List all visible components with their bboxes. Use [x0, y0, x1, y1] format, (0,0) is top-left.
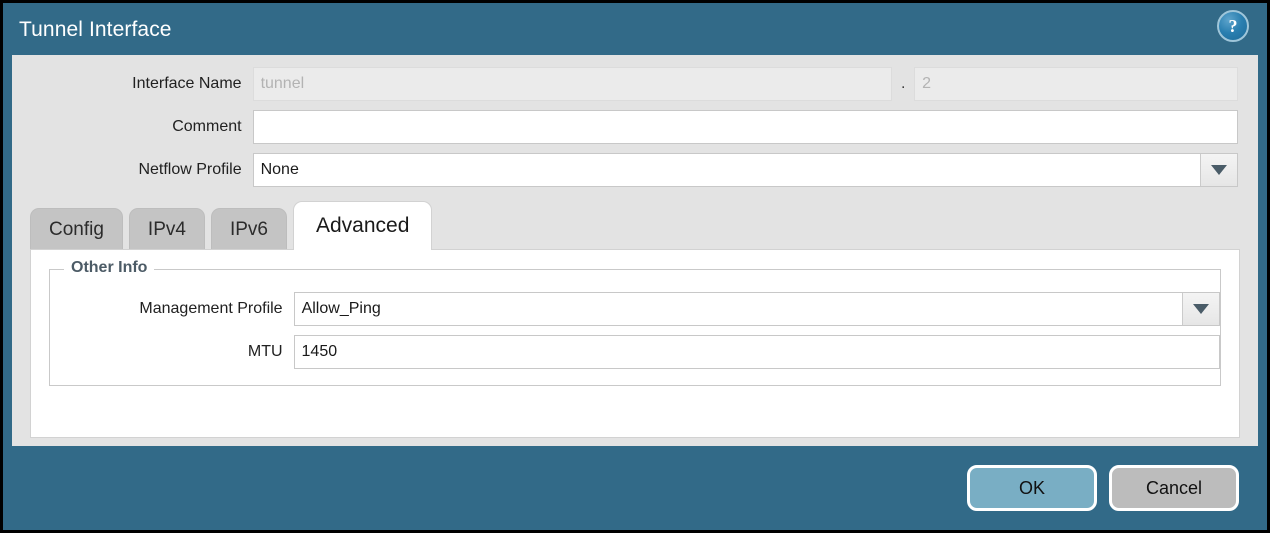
netflow-profile-label: Netflow Profile	[138, 161, 242, 178]
comment-input[interactable]	[252, 110, 1238, 144]
row-comment: Comment	[32, 110, 1238, 144]
management-profile-select[interactable]: Allow_Ping	[293, 292, 1220, 326]
management-profile-label: Management Profile	[139, 300, 283, 317]
dialog-title: Tunnel Interface	[19, 17, 172, 41]
netflow-profile-select[interactable]: None	[252, 153, 1238, 187]
top-form: Interface Name . Comment Netflow Profile…	[12, 55, 1258, 187]
mtu-label: MTU	[247, 343, 283, 360]
ok-button[interactable]: OK	[967, 465, 1097, 511]
chevron-down-icon[interactable]	[1182, 293, 1219, 325]
comment-label: Comment	[172, 118, 242, 135]
interface-name-input	[252, 67, 893, 101]
row-mtu: MTU	[50, 335, 1220, 369]
chevron-down-icon[interactable]	[1200, 154, 1237, 186]
interface-name-separator: .	[900, 75, 906, 92]
interface-name-label: Interface Name	[132, 75, 242, 92]
row-netflow-profile: Netflow Profile None	[32, 153, 1238, 187]
help-question-icon[interactable]: ?	[1217, 10, 1249, 42]
tab-panel-advanced: Other Info Management Profile Allow_Ping…	[30, 249, 1240, 438]
tab-ipv4[interactable]: IPv4	[128, 208, 205, 249]
tab-ipv6[interactable]: IPv6	[210, 208, 287, 249]
interface-name-suffix-input	[914, 67, 1238, 101]
management-profile-value: Allow_Ping	[301, 300, 381, 317]
tab-advanced[interactable]: Advanced	[292, 201, 433, 250]
row-management-profile: Management Profile Allow_Ping	[50, 292, 1220, 326]
dialog-footer: OK Cancel	[3, 446, 1267, 530]
tab-bar: Config IPv4 IPv6 Advanced	[30, 200, 1258, 250]
dialog-body: Interface Name . Comment Netflow Profile…	[12, 55, 1258, 446]
dialog-titlebar: Tunnel Interface ?	[3, 3, 1267, 55]
mtu-input[interactable]	[293, 335, 1220, 369]
cancel-button[interactable]: Cancel	[1109, 465, 1239, 511]
other-info-legend: Other Info	[64, 259, 155, 277]
other-info-fieldset: Other Info Management Profile Allow_Ping…	[49, 259, 1221, 386]
tab-config[interactable]: Config	[30, 208, 123, 249]
row-interface-name: Interface Name .	[32, 67, 1238, 101]
netflow-profile-value: None	[260, 161, 299, 178]
help-icon-glyph: ?	[1228, 15, 1238, 36]
